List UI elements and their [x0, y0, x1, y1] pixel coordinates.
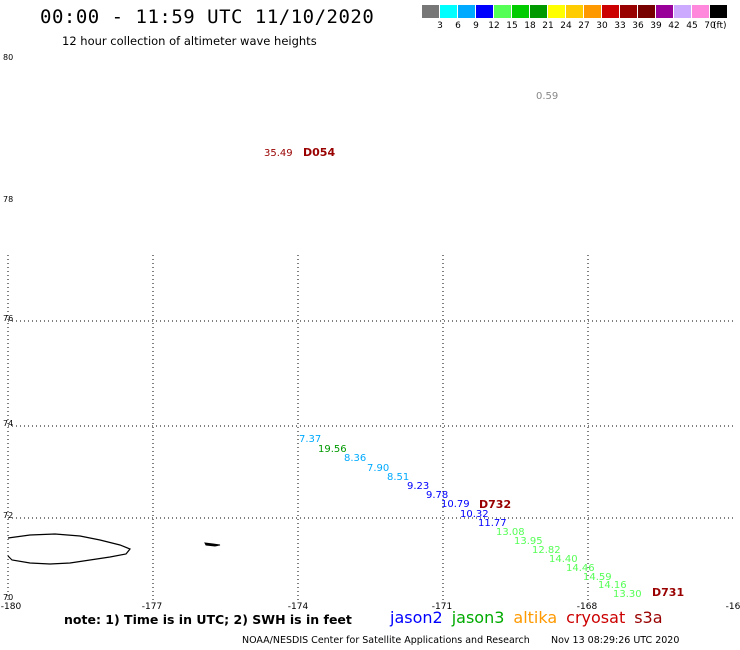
observation-labels: 0.59 35.49 D054 7.3719.568.367.908.519.239.…: [264, 91, 684, 600]
legend-label: 21: [542, 21, 554, 31]
wave-height-label: 0.59: [536, 91, 558, 102]
latitude-label: 80: [3, 53, 13, 62]
wave-height-label: 11.77: [478, 518, 507, 529]
legend-label: 45: [686, 21, 698, 31]
wave-height-label: 12.82: [532, 545, 561, 556]
legend-swatch: [512, 5, 530, 18]
page-title: 00:00 - 11:59 UTC 11/10/2020: [40, 6, 375, 28]
legend-label: 3: [437, 21, 443, 31]
legend-label: 12: [488, 21, 500, 31]
station-id-label: D732: [479, 498, 511, 511]
legend-label: 15: [506, 21, 518, 31]
latitude-label: 70: [3, 593, 13, 602]
page-subtitle: 12 hour collection of altimeter wave hei…: [62, 34, 317, 48]
legend-swatch: [602, 5, 620, 18]
satellite-label: s3a: [634, 608, 663, 627]
legend-swatch: [548, 5, 566, 18]
longitude-labels: -180 -177 -174 -171 -168 -16: [1, 602, 740, 612]
legend-swatch: [584, 5, 602, 18]
legend-label: 9: [473, 21, 479, 31]
wave-height-label: 8.51: [387, 472, 409, 483]
wave-height-label: 14.40: [549, 554, 578, 565]
legend-labels: 3 6 9 12 15 18 21 24 27 30 33 36 39 42 45 70: [422, 21, 719, 31]
legend-label: 36: [632, 21, 644, 31]
longitude-label: -180: [1, 602, 22, 612]
wave-height-label: 9.78: [426, 490, 448, 501]
island-landmass: [7, 533, 131, 565]
coastline: [7, 533, 221, 565]
wave-height-label: 10.79: [441, 499, 470, 510]
satellite-label: altika: [513, 608, 558, 627]
legend-label: 39: [650, 21, 662, 31]
legend-label: 6: [455, 21, 461, 31]
longitude-label: -174: [288, 602, 309, 612]
legend-swatch: [476, 5, 494, 18]
satellite-label: jason3: [451, 608, 505, 627]
wave-height-label: 13.30: [613, 589, 642, 600]
longitude-label: -16: [726, 602, 740, 612]
wave-height-label: 19.56: [318, 444, 347, 455]
map-grid: [7, 255, 736, 600]
legend-swatch: [656, 5, 674, 18]
longitude-label: -168: [577, 602, 598, 612]
wave-height-label: 35.49: [264, 148, 293, 159]
legend-label: 18: [524, 21, 536, 31]
legend-label: 33: [614, 21, 626, 31]
legend-swatch: [710, 5, 728, 18]
wave-height-label: 14.16: [598, 580, 627, 591]
legend-label: 27: [578, 21, 590, 31]
latitude-label: 72: [3, 511, 13, 520]
wave-height-label: 9.23: [407, 481, 429, 492]
small-island: [204, 542, 221, 547]
legend-swatch: [458, 5, 476, 18]
latitude-label: 76: [3, 314, 13, 323]
station-id-label: D731: [652, 586, 684, 599]
wave-height-label: 13.08: [496, 527, 525, 538]
legend-label: 70: [704, 21, 716, 31]
legend-swatch: [638, 5, 656, 18]
legend-swatch: [566, 5, 584, 18]
wave-height-label: 8.36: [344, 453, 366, 464]
wave-height-label: 7.37: [299, 434, 321, 445]
footer-credit: NOAA/NESDIS Center for Satellite Applica…: [242, 635, 530, 646]
legend-swatch: [530, 5, 548, 18]
satellite-legend: jason2 jason3 altika cryosat s3a: [390, 608, 663, 627]
legend-label: 24: [560, 21, 572, 31]
wave-height-label: 7.90: [367, 463, 389, 474]
latitude-label: 74: [3, 419, 13, 428]
satellite-label: cryosat: [566, 608, 626, 627]
legend-swatch: [692, 5, 710, 18]
station-id-label: D054: [303, 146, 335, 159]
legend-swatch: [422, 5, 440, 18]
wave-height-label: 13.95: [514, 536, 543, 547]
footer-timestamp: Nov 13 08:29:26 UTC 2020: [551, 635, 680, 646]
legend-label: 30: [596, 21, 608, 31]
wave-height-label: 14.59: [583, 572, 612, 583]
wave-height-label: 14.46: [566, 563, 595, 574]
legend-swatch: [674, 5, 692, 18]
legend-unit: (ft): [713, 21, 727, 31]
wave-height-label: 10.32: [460, 509, 489, 520]
latitude-labels: 80 78 76 74 72 70: [3, 53, 13, 602]
longitude-label: -171: [432, 602, 452, 612]
legend-swatch: [494, 5, 512, 18]
color-legend: [422, 5, 728, 18]
latitude-label: 78: [3, 195, 13, 204]
longitude-label: -177: [142, 602, 162, 612]
legend-swatch: [620, 5, 638, 18]
legend-swatch: [440, 5, 458, 18]
satellite-label: jason2: [390, 608, 443, 627]
note-text: note: 1) Time is in UTC; 2) SWH is in fe…: [64, 612, 352, 627]
legend-label: 42: [668, 21, 680, 31]
